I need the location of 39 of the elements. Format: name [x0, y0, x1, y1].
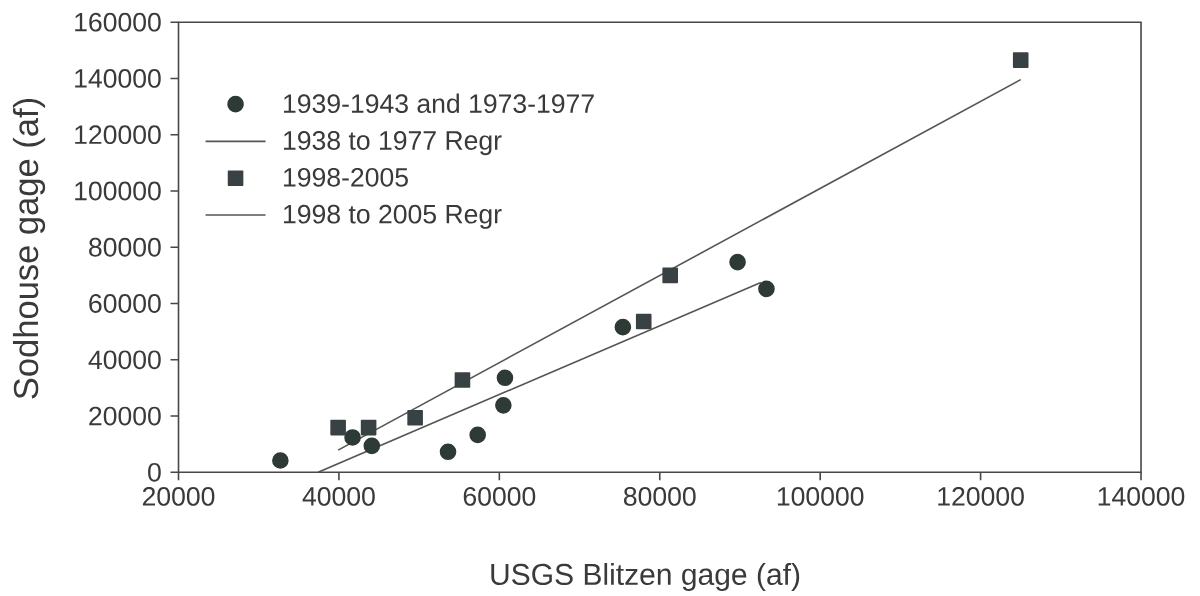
x-tick-label: 20000 — [142, 487, 215, 506]
y-tick-label: 100000 — [75, 181, 161, 201]
x-tick-label: 100000 — [777, 487, 864, 506]
legend-label: 1938 to 1977 Regr — [284, 131, 502, 156]
point — [344, 429, 361, 446]
point — [360, 419, 377, 436]
legend-label: 1939-1943 and 1973-1977 — [284, 93, 594, 114]
point — [454, 372, 471, 388]
x-tick-label: 60000 — [463, 487, 536, 506]
point — [662, 267, 678, 284]
legend-label: 1998 to 2005 Regr — [284, 204, 502, 229]
point — [272, 452, 289, 469]
point — [758, 280, 775, 298]
y-tick-label: 120000 — [75, 125, 161, 145]
point — [1012, 52, 1029, 68]
legend-label: 1998-2005 — [284, 167, 408, 187]
y-tick-label: 160000 — [75, 12, 161, 32]
y-tick-label: 140000 — [75, 69, 161, 88]
point — [363, 437, 381, 455]
y-tick-label: 40000 — [88, 350, 161, 370]
y-tick-label: 20000 — [89, 406, 161, 426]
y-axis-title: Sodhouse gage (af) — [12, 99, 46, 399]
y-tick-label: 60000 — [89, 294, 161, 313]
x-tick-label: 140000 — [1098, 487, 1185, 506]
y-tick-label: 80000 — [89, 237, 161, 257]
point — [330, 419, 346, 436]
point — [496, 369, 514, 387]
x-tick-label: 40000 — [302, 487, 375, 506]
x-tick-label: 120000 — [938, 487, 1024, 506]
x-axis-title: USGS Blitzen gage (af) — [491, 563, 800, 591]
point — [495, 397, 512, 414]
point — [469, 426, 486, 444]
y-tick-label: 0 — [148, 462, 161, 482]
point — [635, 313, 652, 330]
point — [407, 409, 423, 426]
point — [439, 443, 457, 461]
x-tick-label: 80000 — [623, 487, 696, 506]
point — [614, 318, 632, 336]
point — [729, 253, 746, 271]
